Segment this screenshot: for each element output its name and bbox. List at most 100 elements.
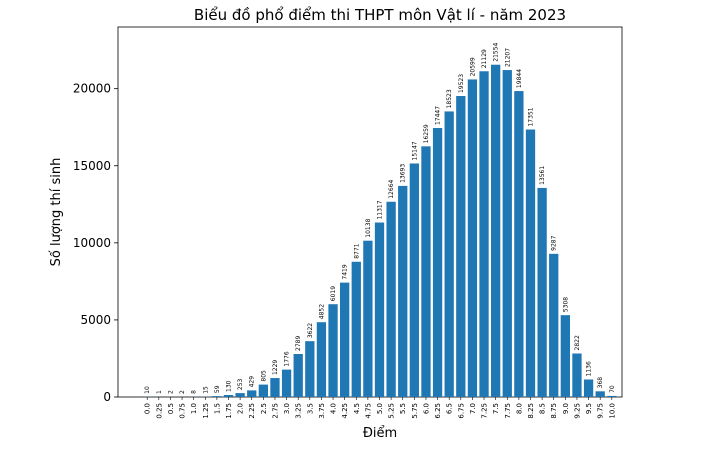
bar bbox=[305, 341, 315, 397]
x-axis-label: Điểm bbox=[363, 426, 397, 441]
x-tick-label: 9.75 bbox=[597, 403, 605, 419]
bar-value-label: 20599 bbox=[469, 57, 476, 76]
x-tick-label: 0.25 bbox=[155, 403, 163, 419]
x-tick-label: 9.0 bbox=[562, 403, 570, 414]
x-tick-label: 7.25 bbox=[481, 403, 489, 419]
bar-value-label: 1776 bbox=[284, 351, 291, 366]
bar bbox=[328, 304, 338, 397]
bar bbox=[607, 395, 617, 397]
y-axis: 0 5000 10000 15000 20000 bbox=[73, 82, 118, 404]
bar-value-label: 17447 bbox=[435, 106, 442, 125]
chart-title: Biểu đồ phổ điểm thi THPT môn Vật lí - n… bbox=[194, 6, 566, 24]
bar bbox=[583, 379, 594, 397]
bar bbox=[398, 185, 408, 397]
bar bbox=[316, 322, 327, 397]
bar-value-label: 19523 bbox=[458, 74, 465, 93]
bar bbox=[340, 282, 350, 397]
bar bbox=[549, 253, 559, 397]
bar-value-label: 12664 bbox=[388, 179, 395, 198]
x-axis: 0.0 0.25 0.5 0.75 1.0 1.25 1.5 1.75 2.0 2.25 2.5 2.… bbox=[144, 397, 616, 419]
x-tick-label: 6.25 bbox=[434, 403, 442, 419]
bar bbox=[374, 222, 385, 397]
bar bbox=[247, 390, 257, 397]
bar-value-label: 253 bbox=[237, 378, 244, 390]
bar bbox=[514, 91, 524, 398]
bar bbox=[432, 128, 443, 397]
x-tick-label: 4.0 bbox=[330, 403, 338, 414]
x-tick-label: 1.0 bbox=[190, 403, 198, 414]
x-tick-label: 7.75 bbox=[504, 403, 512, 419]
x-tick-label: 1.5 bbox=[213, 403, 221, 414]
x-tick-label: 4.75 bbox=[364, 403, 372, 419]
y-tick-label: 0 bbox=[103, 390, 111, 404]
x-tick-label: 0.75 bbox=[179, 403, 187, 419]
bar bbox=[491, 64, 501, 397]
bar-value-label: 1 bbox=[156, 390, 163, 394]
x-tick-label: 0.0 bbox=[144, 403, 152, 414]
bar bbox=[223, 394, 234, 397]
bar bbox=[409, 163, 419, 397]
bar bbox=[235, 393, 245, 397]
bar-value-label: 10138 bbox=[365, 218, 372, 237]
bar bbox=[421, 146, 431, 397]
bar bbox=[258, 384, 268, 397]
bar bbox=[502, 70, 512, 397]
x-tick-label: 6.75 bbox=[457, 403, 465, 419]
x-tick-label: 5.0 bbox=[376, 403, 384, 414]
bar bbox=[363, 240, 373, 397]
x-tick-label: 5.25 bbox=[388, 403, 396, 419]
bar-value-label: 6019 bbox=[330, 286, 337, 301]
x-tick-label: 3.75 bbox=[318, 403, 326, 419]
x-tick-label: 9.25 bbox=[573, 403, 581, 419]
x-tick-label: 4.5 bbox=[353, 403, 361, 414]
bar-value-label: 2 bbox=[179, 390, 186, 394]
bar-value-label: 2789 bbox=[295, 336, 302, 351]
bar bbox=[479, 71, 489, 397]
bar-value-label: 1136 bbox=[586, 361, 593, 376]
bar-value-label: 5308 bbox=[562, 297, 569, 312]
bar-value-label: 59 bbox=[214, 385, 221, 393]
bar-value-label: 8771 bbox=[353, 243, 360, 258]
x-tick-label: 1.25 bbox=[202, 403, 210, 419]
x-tick-label: 8.0 bbox=[515, 403, 523, 414]
bar-value-label: 70 bbox=[609, 385, 616, 393]
x-tick-label: 5.75 bbox=[411, 403, 419, 419]
y-tick-label: 15000 bbox=[73, 159, 111, 173]
bar bbox=[270, 378, 280, 397]
x-tick-label: 6.5 bbox=[446, 403, 454, 414]
x-tick-label: 3.25 bbox=[295, 403, 303, 419]
bar-value-label: 1229 bbox=[272, 360, 279, 375]
y-tick-label: 20000 bbox=[73, 82, 111, 96]
bar bbox=[572, 353, 582, 397]
bar-value-label: 19844 bbox=[516, 69, 523, 88]
x-tick-label: 8.75 bbox=[550, 403, 558, 419]
x-tick-label: 7.5 bbox=[492, 403, 500, 414]
bar bbox=[537, 187, 547, 397]
x-tick-label: 7.0 bbox=[469, 403, 477, 414]
bar-value-label: 13561 bbox=[539, 166, 546, 185]
x-tick-label: 8.5 bbox=[539, 403, 547, 414]
bar bbox=[212, 396, 222, 397]
bar-value-label: 4852 bbox=[318, 304, 325, 319]
bar bbox=[351, 261, 361, 397]
x-tick-label: 1.75 bbox=[225, 403, 233, 419]
x-tick-label: 3.0 bbox=[283, 403, 291, 414]
bar bbox=[560, 315, 570, 397]
bar-value-label: 11317 bbox=[377, 200, 384, 219]
bar bbox=[444, 111, 454, 398]
bar-value-label: 21129 bbox=[481, 49, 488, 68]
bar-value-label: 10 bbox=[144, 386, 151, 394]
bar-value-label: 21207 bbox=[504, 48, 511, 67]
bar-value-label: 2822 bbox=[574, 335, 581, 350]
bar-value-label: 8 bbox=[191, 390, 198, 394]
bar-value-label: 15 bbox=[202, 386, 209, 394]
x-tick-label: 9.5 bbox=[585, 403, 593, 414]
y-axis-label: Số lượng thí sinh bbox=[49, 158, 64, 267]
x-tick-label: 2.25 bbox=[248, 403, 256, 419]
x-tick-label: 5.5 bbox=[399, 403, 407, 414]
x-tick-label: 3.5 bbox=[306, 403, 314, 414]
bar-value-label: 21554 bbox=[493, 42, 500, 61]
bar-value-label: 7419 bbox=[342, 264, 349, 279]
y-tick-label: 10000 bbox=[73, 236, 111, 250]
bar bbox=[293, 354, 303, 397]
